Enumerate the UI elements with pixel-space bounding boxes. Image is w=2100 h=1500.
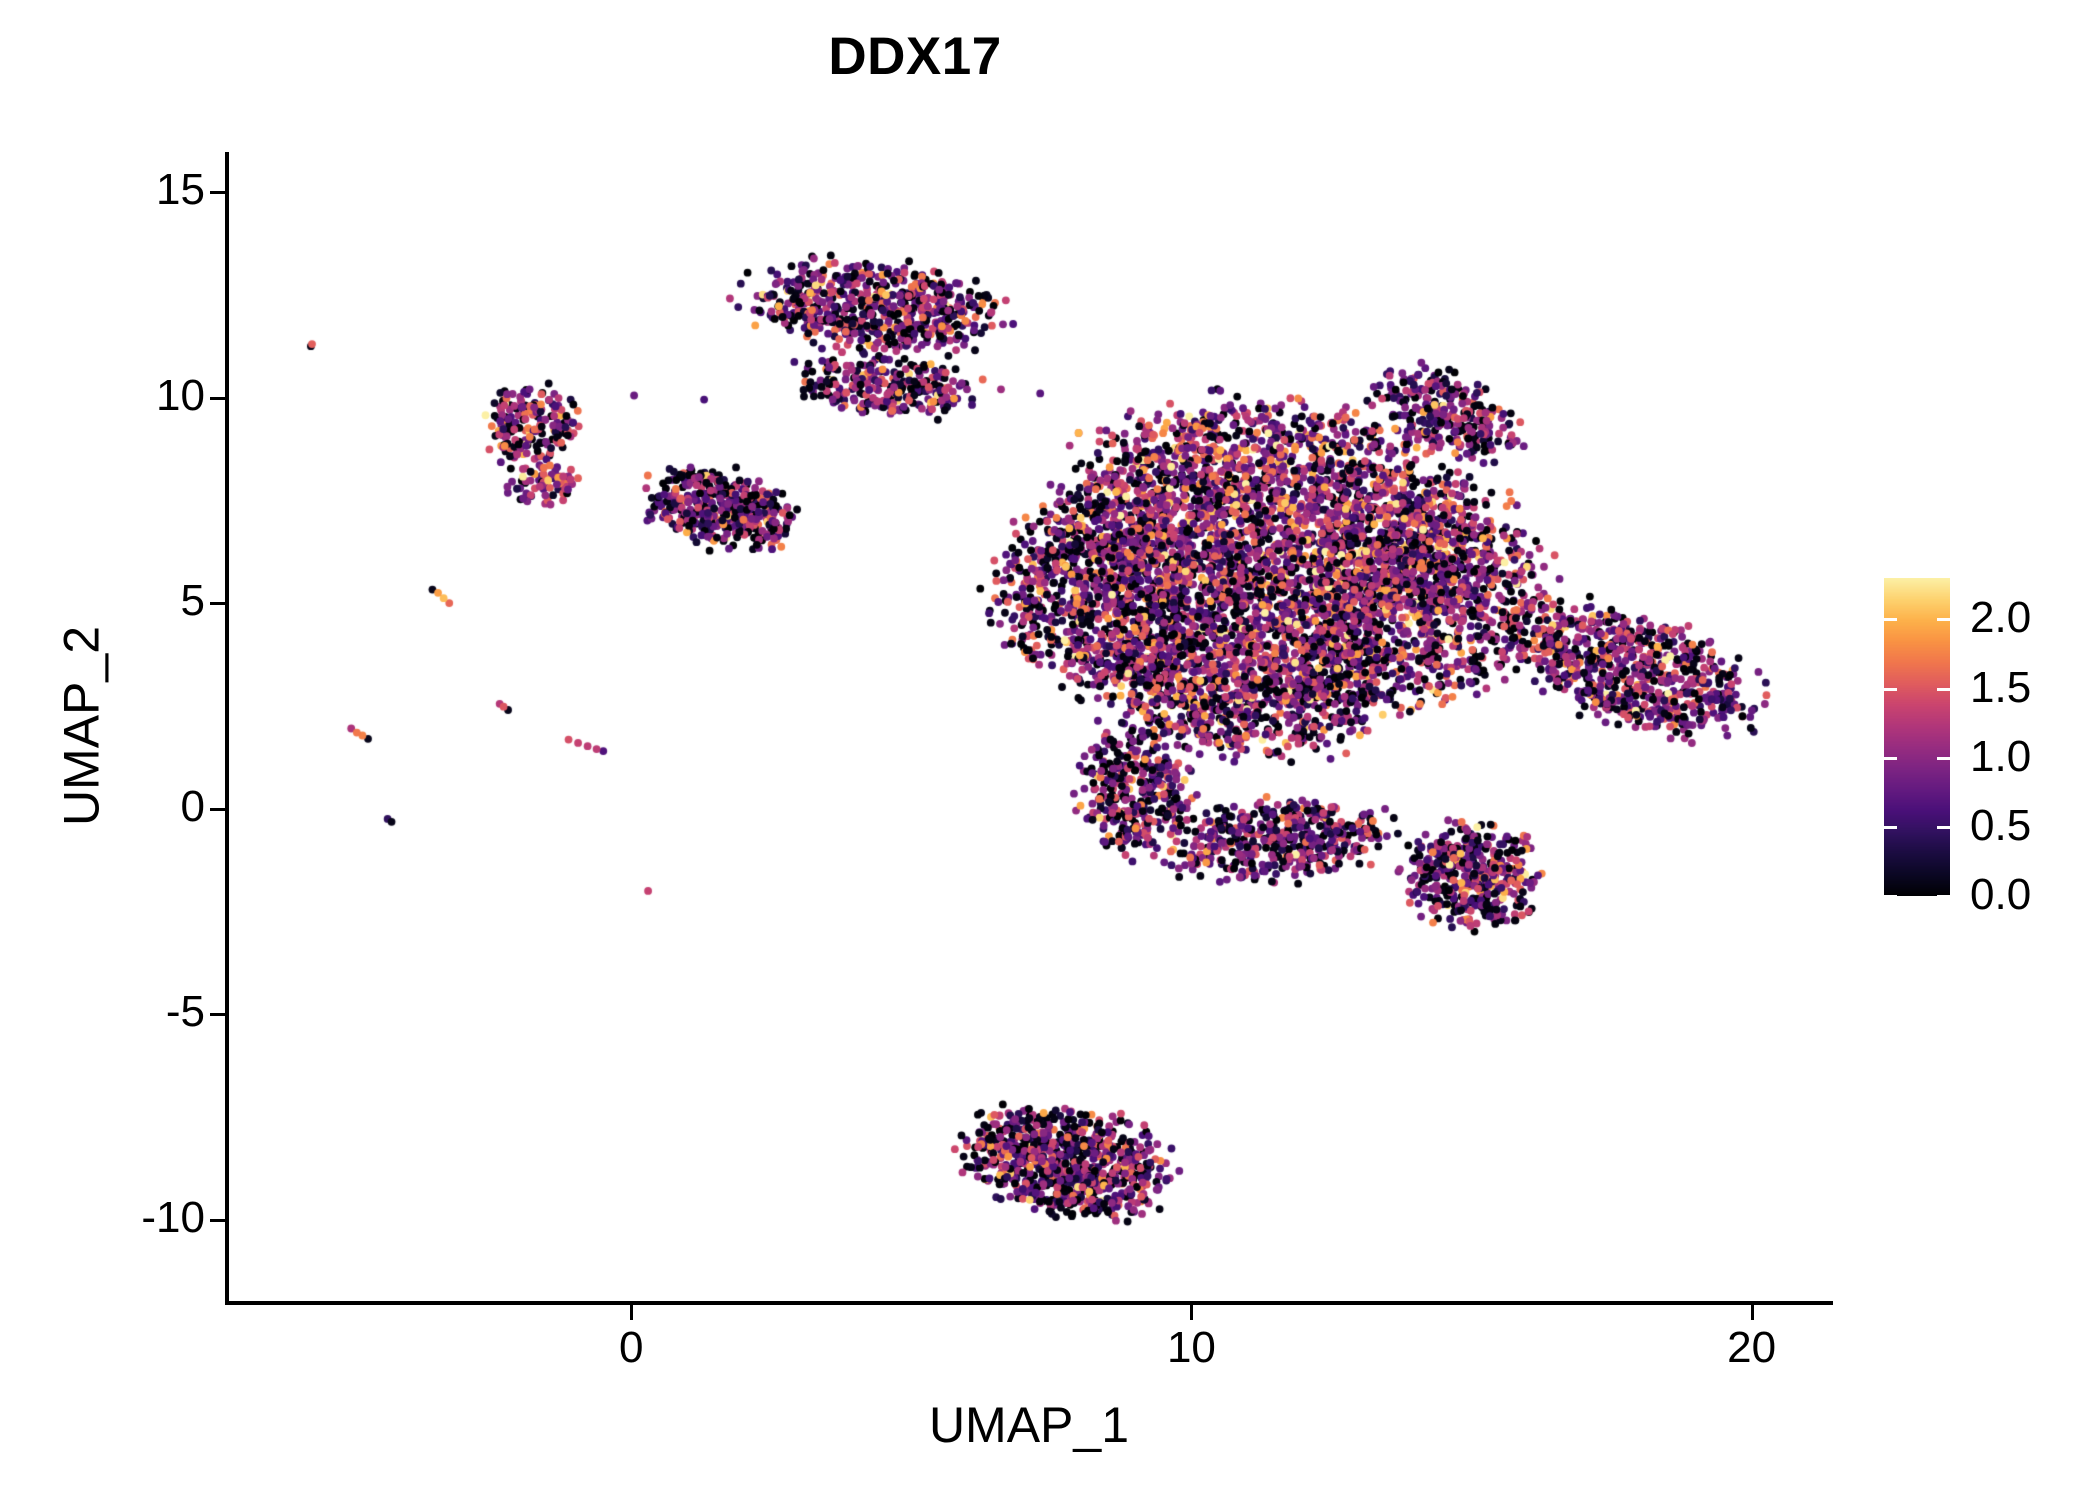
x-tick-mark [1190, 1305, 1194, 1320]
legend-tick-label: 1.5 [1970, 662, 2032, 712]
legend-tick-label: 2.0 [1970, 593, 2032, 643]
legend-tick-mark [1884, 756, 1897, 760]
legend-tick-mark [1937, 756, 1950, 760]
y-tick-mark [210, 1013, 225, 1017]
legend-tick-label: 0.0 [1970, 870, 2032, 919]
y-tick-label: 10 [156, 370, 205, 420]
legend-tick-mark [1884, 895, 1897, 898]
legend-tick-label: 1.0 [1970, 731, 2032, 781]
x-tick-mark [1750, 1305, 1754, 1320]
legend-tick-mark [1884, 687, 1897, 691]
x-axis-line [225, 1301, 1833, 1305]
legend-tick-mark [1884, 618, 1897, 622]
x-tick-label: 10 [1166, 1323, 1216, 1372]
legend-tick-label: 0.5 [1970, 800, 2032, 850]
x-tick-mark [630, 1305, 634, 1320]
y-tick-mark [210, 602, 225, 606]
legend-tick-mark [1937, 618, 1950, 622]
y-tick-label: -5 [165, 987, 205, 1037]
x-tick-label: 0 [619, 1323, 644, 1372]
x-tick-label: 20 [1727, 1323, 1777, 1372]
legend-tick-mark [1937, 895, 1950, 898]
y-axis-title: UMAP_2 [53, 625, 110, 827]
legend-tick-mark [1937, 687, 1950, 691]
y-tick-mark [210, 191, 225, 194]
plot-panel[interactable] [228, 155, 1830, 1302]
legend-tick-mark [1884, 825, 1897, 829]
y-tick-label: 5 [180, 576, 205, 626]
legend-tick-mark [1937, 825, 1950, 829]
y-tick-label: 15 [156, 165, 205, 214]
y-tick-label: 0 [180, 781, 205, 831]
y-tick-mark [210, 807, 225, 811]
y-tick-mark [210, 1218, 225, 1222]
page-title: DDX17 [828, 27, 1002, 86]
legend-colorbar[interactable] [1884, 578, 1950, 896]
y-axis-line [225, 152, 229, 1305]
x-axis-title: UMAP_1 [928, 1397, 1130, 1453]
color-legend[interactable]: 2.0 1.5 1.0 0.5 0.0 [1884, 578, 2084, 917]
y-tick-mark [210, 396, 225, 400]
y-tick-label: -10 [141, 1192, 205, 1242]
umap-scatter-canvas[interactable] [228, 155, 1830, 1302]
